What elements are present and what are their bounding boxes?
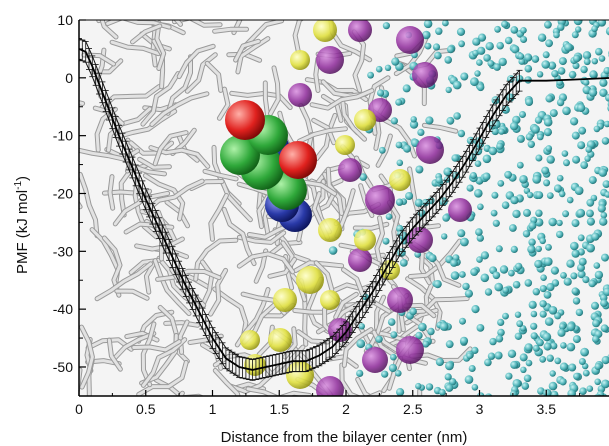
water-molecules-illustration (328, 20, 609, 396)
y-axis-title-close: ) (14, 176, 31, 181)
solute-molecule-illustration (220, 100, 317, 232)
x-tick-label: 2 (342, 401, 350, 417)
y-tick-label: -10 (53, 128, 73, 144)
x-tick-label: 3 (476, 401, 484, 417)
x-tick-label: 0 (75, 401, 83, 417)
y-axis-title-superscript: -1 (13, 181, 24, 190)
y-tick-label: 0 (65, 70, 73, 86)
y-tick-label: -30 (53, 243, 73, 259)
y-axis-title: PMF (kJ mol-1) (13, 176, 31, 274)
x-axis-ticks: 00.511.522.533.54 (75, 390, 581, 417)
y-axis-title-main: PMF (kJ mol (14, 190, 31, 274)
y-tick-label: -50 (53, 359, 73, 375)
pmf-series-line (79, 48, 609, 371)
x-tick-label: 1.5 (270, 401, 290, 417)
y-axis-ticks: 10 0 -10 -20 -30 -40 -50 (53, 12, 86, 375)
axes: 00.511.522.533.54 100-10-20-30-40-50 (53, 12, 609, 417)
x-tick-label: 1 (209, 401, 217, 417)
y-tick-label: -40 (53, 301, 73, 317)
molecular-background (79, 20, 609, 396)
x-tick-label: 3.5 (537, 401, 557, 417)
y-tick-label: 10 (57, 12, 73, 28)
pmf-upper-bound-line (79, 38, 520, 361)
x-tick-label: 0.5 (136, 401, 156, 417)
pmf-lower-bound-line (79, 58, 520, 381)
x-axis-title: Distance from the bilayer center (nm) (221, 429, 468, 446)
x-tick-label: 2.5 (403, 401, 423, 417)
y-tick-label: -20 (53, 185, 73, 201)
